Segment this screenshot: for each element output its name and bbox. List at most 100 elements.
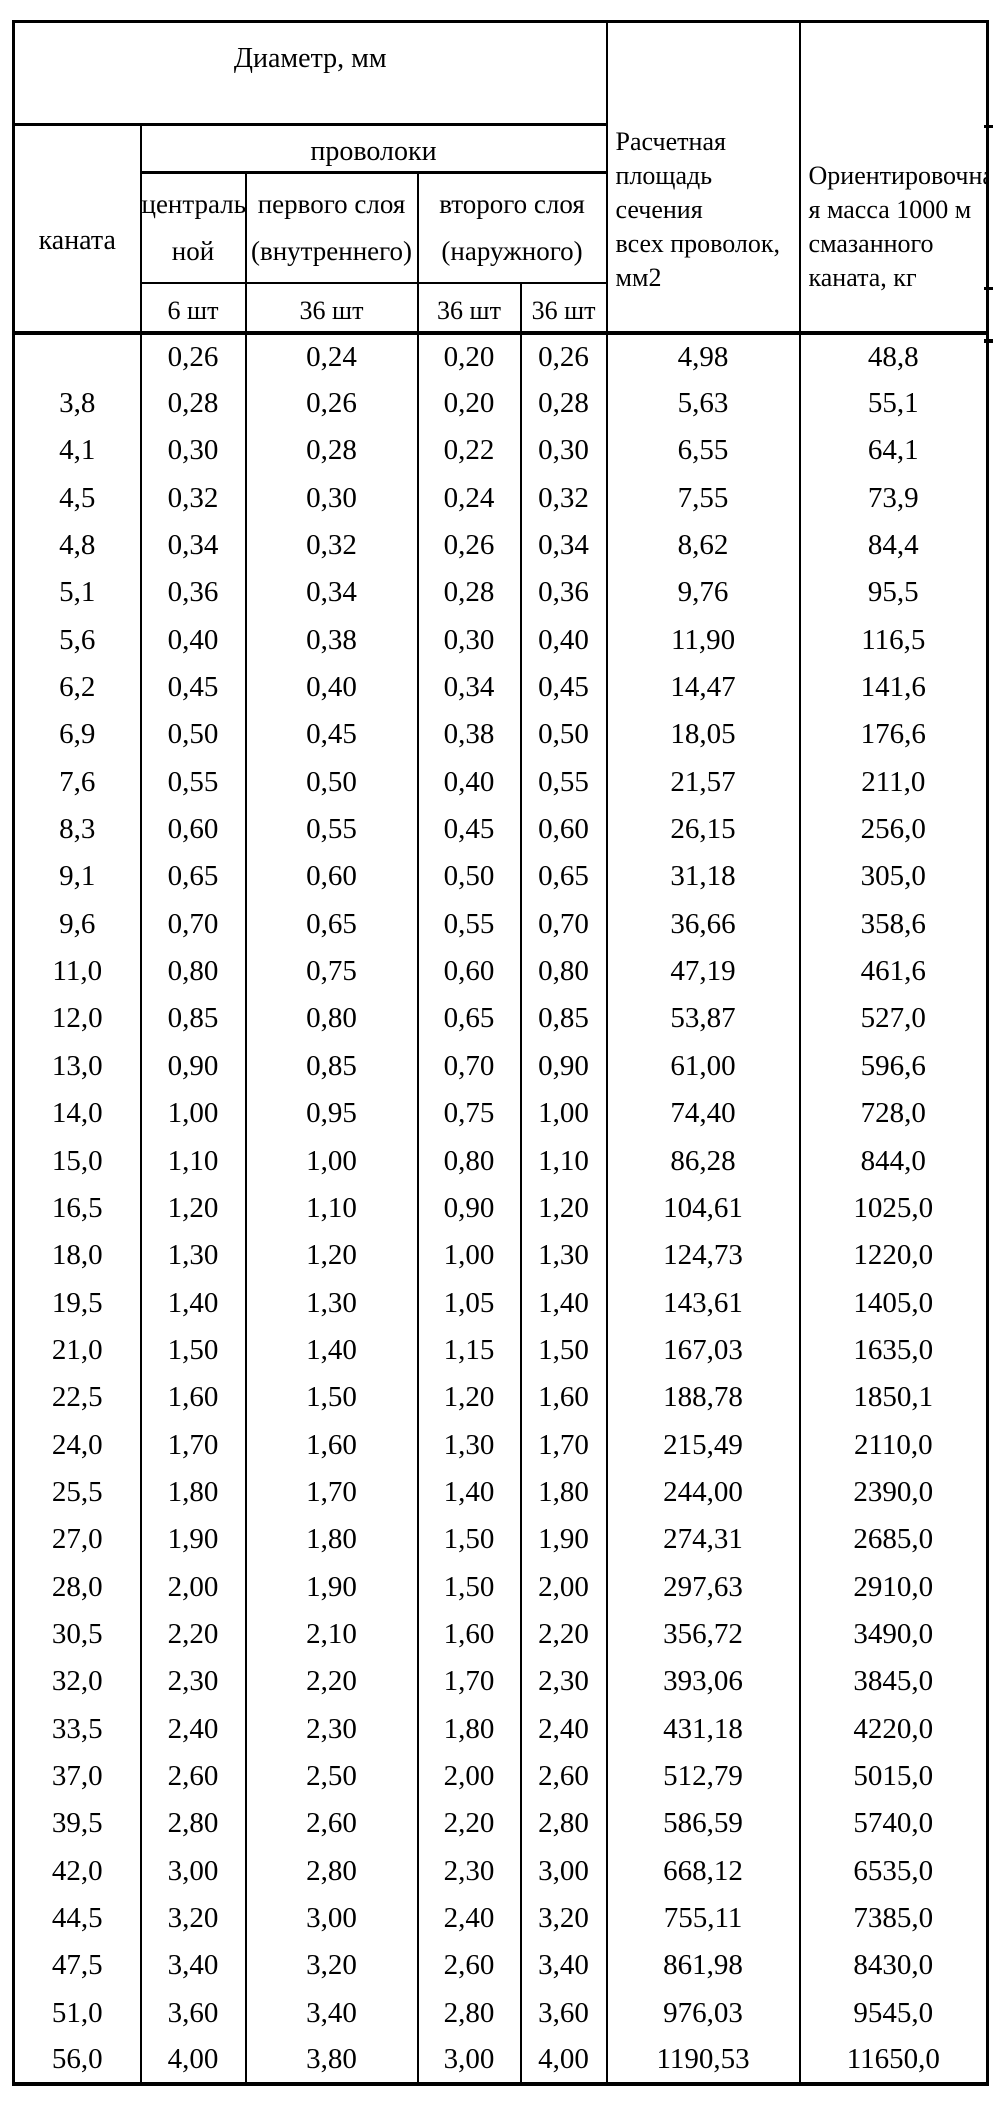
table-cell: 0,45 <box>139 663 247 712</box>
table-row: 14,0 1,00 0,95 0,75 1,00 74,40 728,0 <box>12 1090 989 1138</box>
table-cell: 0,85 <box>519 995 608 1043</box>
header-rope-diameter: каната <box>12 123 142 335</box>
table-cell: 16,5 <box>12 1184 142 1233</box>
table-cell: 0,32 <box>244 521 419 570</box>
header-count-second-layer-b: 36 шт <box>519 281 608 335</box>
table-cell: 2,10 <box>244 1610 419 1659</box>
table-cell: 12,0 <box>12 995 142 1043</box>
table-cell: 1,40 <box>139 1279 247 1327</box>
table-cell: 25,5 <box>12 1468 142 1517</box>
table-row: 25,5 1,80 1,70 1,40 1,80 244,00 2390,0 <box>12 1468 989 1517</box>
table-cell: 3,20 <box>244 1942 419 1990</box>
table-cell: 3,20 <box>139 1894 247 1943</box>
table-cell: 527,0 <box>798 995 989 1043</box>
table-cell: 1,90 <box>244 1563 419 1611</box>
table-cell: 0,45 <box>519 663 608 712</box>
table-cell: 33,5 <box>12 1705 142 1753</box>
table-cell: 3,00 <box>416 2036 522 2085</box>
table-cell: 2,20 <box>139 1610 247 1659</box>
table-cell: 1,60 <box>139 1374 247 1422</box>
table-cell: 1,00 <box>519 1090 608 1138</box>
table-cell: 1,30 <box>244 1279 419 1327</box>
table-row: 56,0 4,00 3,80 3,00 4,00 1190,53 11650,0 <box>12 2036 989 2085</box>
table-cell: 2,80 <box>416 1989 522 2037</box>
table-cell: 305,0 <box>798 853 989 901</box>
table-cell: 2685,0 <box>798 1516 989 1564</box>
table-cell: 0,50 <box>519 711 608 759</box>
table-cell: 6535,0 <box>798 1847 989 1895</box>
table-row: 4,5 0,32 0,30 0,24 0,32 7,55 73,9 <box>12 474 989 522</box>
table-cell: 2,20 <box>416 1800 522 1848</box>
table-row: 24,0 1,70 1,60 1,30 1,70 215,49 2110,0 <box>12 1421 989 1469</box>
table-cell: 1190,53 <box>605 2036 801 2085</box>
table-cell: 56,0 <box>12 2036 142 2085</box>
table-cell: 5740,0 <box>798 1800 989 1848</box>
table-cell: 2,20 <box>519 1610 608 1659</box>
table-cell: 26,15 <box>605 805 801 854</box>
table-cell: 2,30 <box>244 1705 419 1753</box>
table-cell: 167,03 <box>605 1326 801 1375</box>
table-cell: 0,50 <box>416 853 522 901</box>
table-cell: 1,70 <box>416 1658 522 1706</box>
table-row: 33,5 2,40 2,30 1,80 2,40 431,18 4220,0 <box>12 1705 989 1753</box>
table-cell: 14,0 <box>12 1090 142 1138</box>
table-cell: 0,34 <box>519 521 608 570</box>
table-cell: 11650,0 <box>798 2036 989 2085</box>
table-cell: 728,0 <box>798 1090 989 1138</box>
table-cell: 1,80 <box>244 1516 419 1564</box>
table-row: 5,1 0,36 0,34 0,28 0,36 9,76 95,5 <box>12 569 989 617</box>
table-cell: 0,90 <box>416 1184 522 1233</box>
table-cell: 6,55 <box>605 427 801 475</box>
table-cell: 19,5 <box>12 1279 142 1327</box>
table-cell: 2,40 <box>416 1894 522 1943</box>
table-cell: 4,00 <box>139 2036 247 2085</box>
table-cell: 0,95 <box>244 1090 419 1138</box>
table-row: 27,0 1,90 1,80 1,50 1,90 274,31 2685,0 <box>12 1516 989 1564</box>
header-second-layer: второго слоя (наружного) <box>416 171 608 284</box>
table-cell: 0,30 <box>139 427 247 475</box>
table-cell: 28,0 <box>12 1563 142 1611</box>
table-cell: 3,20 <box>519 1894 608 1943</box>
table-cell: 0,32 <box>139 474 247 522</box>
scan-artifact-tick <box>984 287 993 290</box>
table-row: 16,5 1,20 1,10 0,90 1,20 104,61 1025,0 <box>12 1184 989 1233</box>
table-cell: 21,0 <box>12 1326 142 1375</box>
table-cell: 8,62 <box>605 521 801 570</box>
table-cell: 976,03 <box>605 1989 801 2037</box>
table-row: 51,0 3,60 3,40 2,80 3,60 976,03 9545,0 <box>12 1989 989 2037</box>
table-cell: 42,0 <box>12 1847 142 1895</box>
table-cell: 9,76 <box>605 569 801 617</box>
header-row-layers: централь ной первого слоя (внутреннего) … <box>14 171 988 284</box>
table-cell: 1,00 <box>244 1137 419 1185</box>
table-cell: 0,28 <box>519 379 608 428</box>
table-cell: 358,6 <box>798 900 989 948</box>
table-cell: 37,0 <box>12 1752 142 1801</box>
table-cell: 0,36 <box>139 569 247 617</box>
table-row: 0,26 0,24 0,20 0,26 4,98 48,8 <box>12 332 989 380</box>
table-cell: 1,70 <box>244 1468 419 1517</box>
table-cell: 393,06 <box>605 1658 801 1706</box>
table-cell: 9545,0 <box>798 1989 989 2037</box>
table-cell: 1,80 <box>416 1705 522 1753</box>
wire-rope-spec-table: Диаметр, мм Расчетная площадь сечения вс… <box>12 20 990 2087</box>
table-cell: 3,40 <box>519 1942 608 1990</box>
table-cell: 1,30 <box>139 1232 247 1280</box>
header-row-diameter: Диаметр, мм Расчетная площадь сечения вс… <box>12 20 989 335</box>
table-cell: 0,38 <box>244 616 419 664</box>
table-cell: 0,32 <box>519 474 608 522</box>
table-cell: 0,20 <box>416 379 522 428</box>
header-row-counts: 6 шт 36 шт 36 шт 36 шт <box>14 281 988 335</box>
table-cell: 3845,0 <box>798 1658 989 1706</box>
table-cell: 211,0 <box>798 758 989 806</box>
table-cell: 4,1 <box>12 427 142 475</box>
header-diameter-group: Диаметр, мм <box>12 20 608 126</box>
table-cell: 0,45 <box>416 805 522 854</box>
table-cell: 0,55 <box>519 758 608 806</box>
table-cell: 1,50 <box>519 1326 608 1375</box>
table-cell: 0,55 <box>416 900 522 948</box>
table-cell: 1,10 <box>139 1137 247 1185</box>
table-cell: 48,8 <box>798 332 989 380</box>
table-cell: 36,66 <box>605 900 801 948</box>
table-row: 28,0 2,00 1,90 1,50 2,00 297,63 2910,0 <box>12 1563 989 1611</box>
